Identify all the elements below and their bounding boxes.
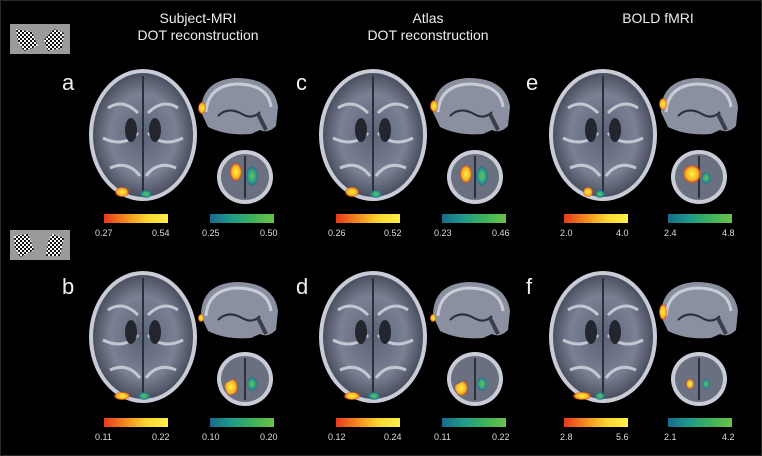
colorbar-max-label: 0.46	[492, 228, 510, 238]
column-title-subject-mri: Subject-MRI DOT reconstruction	[88, 10, 308, 44]
colorbar-cool-c	[442, 214, 506, 223]
colorbar-min-label: 0.23	[434, 228, 452, 238]
colorbar-min-label: 0.11	[434, 432, 451, 442]
colorbar-max-label: 4.8	[722, 228, 735, 238]
column-title-line1: Atlas	[412, 10, 444, 26]
column-title-bold: BOLD fMRI	[548, 10, 762, 27]
colorbar-cool-d	[442, 418, 506, 427]
coronal-mri-slice-b	[216, 352, 274, 407]
colorbar-max-label: 4.2	[722, 432, 735, 442]
colorbar-warm-a	[104, 214, 168, 223]
colorbar-cool-f	[668, 418, 732, 427]
panel-label-e: e	[526, 70, 539, 95]
panel-label-c: c	[296, 70, 307, 95]
column-title-line1: Subject-MRI	[159, 10, 237, 26]
coronal-mri-slice-e	[670, 150, 728, 205]
colorbar-warm-b	[104, 418, 168, 427]
colorbar-max-label: 0.24	[384, 432, 402, 442]
panel-label-a: a	[62, 70, 75, 95]
sagittal-mri-slice-b	[198, 280, 280, 341]
sagittal-mri-slice-f	[659, 280, 740, 341]
colorbar-max-label: 5.6	[616, 432, 629, 442]
colorbar-min-label: 2.4	[664, 228, 677, 238]
checkerboard-stimulus-icon-bottom	[10, 230, 70, 260]
panel-label-f: f	[526, 274, 533, 299]
colorbar-warm-c	[336, 214, 400, 223]
axial-mri-slice-d	[318, 270, 429, 405]
coronal-mri-slice-c	[446, 150, 504, 205]
colorbar-warm-f	[564, 418, 628, 427]
colorbar-cool-e	[668, 214, 732, 223]
colorbar-warm-e	[564, 214, 628, 223]
colorbar-min-label: 0.10	[202, 432, 220, 442]
column-title-line2: DOT reconstruction	[367, 27, 489, 43]
colorbar-max-label: 0.22	[152, 432, 170, 442]
colorbar-max-label: 0.50	[260, 228, 278, 238]
colorbar-min-label: 2.1	[664, 432, 677, 442]
colorbar-max-label: 4.0	[616, 228, 629, 238]
panel-label-b: b	[62, 274, 75, 299]
coronal-mri-slice-d	[446, 352, 504, 407]
column-title-atlas: Atlas DOT reconstruction	[318, 10, 538, 44]
checkerboard-stimulus-icon-top	[10, 24, 70, 54]
sagittal-mri-slice-c	[430, 76, 512, 137]
colorbar-min-label: 2.8	[560, 432, 573, 442]
colorbar-min-label: 0.27	[95, 228, 113, 238]
sagittal-mri-slice-d	[430, 280, 512, 341]
colorbar-max-label: 0.22	[492, 432, 510, 442]
colorbar-cool-a	[210, 214, 274, 223]
axial-mri-slice-e	[548, 68, 659, 203]
sagittal-mri-slice-a	[198, 76, 280, 137]
colorbar-min-label: 2.0	[560, 228, 573, 238]
column-title-line2: DOT reconstruction	[137, 27, 259, 43]
colorbar-max-label: 0.54	[152, 228, 170, 238]
axial-mri-slice-a	[88, 68, 199, 203]
axial-mri-slice-c	[318, 68, 429, 203]
column-title-line1: BOLD fMRI	[622, 10, 694, 26]
colorbar-min-label: 0.26	[328, 228, 346, 238]
axial-mri-slice-f	[548, 270, 659, 405]
colorbar-min-label: 0.12	[328, 432, 346, 442]
colorbar-min-label: 0.25	[202, 228, 220, 238]
axial-mri-slice-b	[88, 270, 199, 405]
colorbar-cool-b	[210, 418, 274, 427]
panel-label-d: d	[296, 274, 309, 299]
coronal-mri-slice-a	[216, 150, 274, 205]
colorbar-warm-d	[336, 418, 400, 427]
colorbar-max-label: 0.52	[384, 228, 402, 238]
coronal-mri-slice-f	[670, 352, 728, 407]
sagittal-mri-slice-e	[659, 76, 740, 137]
colorbar-min-label: 0.11	[95, 432, 112, 442]
colorbar-max-label: 0.20	[260, 432, 278, 442]
